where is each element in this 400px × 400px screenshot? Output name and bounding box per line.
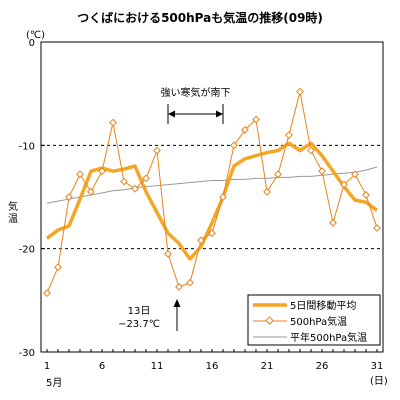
y-tick-label: -30: [19, 348, 35, 359]
data-point-500hpa: [307, 146, 315, 155]
data-point-500hpa: [43, 289, 51, 298]
data-point-500hpa: [274, 170, 282, 179]
x-tick-label: 31: [371, 361, 384, 372]
x-tick-labels: 1 6 11 16 21 26 31: [44, 349, 384, 372]
data-point-500hpa: [175, 282, 183, 291]
data-point-500hpa: [241, 125, 249, 134]
data-point-500hpa: [252, 115, 260, 124]
legend-label-500hpa: 500hPa気温: [290, 315, 347, 328]
data-point-500hpa: [318, 167, 326, 176]
data-point-500hpa: [87, 187, 95, 196]
x-unit-label: (日): [370, 376, 388, 387]
y-tick-label: -10: [19, 141, 35, 152]
y-axis-label-char: 温: [8, 213, 18, 225]
series-group: [43, 87, 381, 298]
x-tick-label: 6: [99, 361, 105, 372]
data-point-500hpa: [197, 236, 205, 245]
data-point-500hpa: [296, 87, 304, 96]
data-point-500hpa: [340, 180, 348, 189]
series-line-normal: [46, 166, 378, 204]
data-point-500hpa: [153, 146, 161, 155]
x-tick-label: 1: [44, 361, 50, 372]
x-tick-label: 16: [206, 361, 219, 372]
data-point-500hpa: [65, 193, 73, 201]
min-day-label: 13日: [128, 306, 151, 317]
data-point-500hpa: [120, 177, 128, 186]
legend: 5日間移動平均 500hPa気温 平年500hPa気温: [247, 294, 381, 346]
cold-air-right-arrowhead: [216, 110, 223, 118]
month-label: 5月: [46, 377, 62, 389]
x-tick-label: 11: [151, 361, 164, 372]
data-point-500hpa: [351, 170, 359, 179]
annotations: 強い寒気が南下 13日 −23.7℃: [118, 86, 231, 331]
grid-lines: [41, 144, 383, 250]
y-axis-label-char: 気: [8, 200, 18, 213]
y-tick-label: -20: [19, 245, 35, 256]
data-point-500hpa: [373, 224, 381, 232]
data-point-500hpa: [98, 167, 106, 176]
legend-label-moving-average: 5日間移動平均: [290, 299, 356, 312]
data-point-500hpa: [109, 118, 117, 127]
x-tick-label: 21: [261, 361, 274, 372]
data-point-500hpa: [76, 170, 84, 179]
data-point-500hpa: [54, 263, 62, 272]
data-point-500hpa: [208, 229, 216, 238]
data-point-500hpa: [230, 141, 238, 150]
legend-label-normal: 平年500hPa気温: [290, 331, 367, 344]
y-unit-label: (℃): [26, 30, 45, 41]
data-point-500hpa: [131, 184, 139, 193]
data-point-500hpa: [362, 191, 370, 199]
data-point-500hpa: [329, 218, 337, 227]
data-point-500hpa: [285, 131, 293, 139]
cold-air-label: 強い寒気が南下: [161, 86, 231, 99]
y-axis-label: 気温: [8, 200, 18, 225]
x-tick-label: 26: [316, 361, 329, 372]
min-value-label: −23.7℃: [118, 319, 160, 330]
data-point-500hpa: [263, 187, 271, 196]
chart-title: つくばにおける500hPaも気温の推移(09時): [77, 10, 323, 25]
data-point-500hpa: [186, 278, 194, 287]
cold-air-left-arrowhead: [168, 110, 175, 118]
data-point-500hpa: [164, 249, 172, 258]
min-arrowhead: [173, 299, 181, 307]
data-point-500hpa: [142, 174, 150, 183]
y-tick-label: 0: [29, 38, 35, 49]
legend-marker-500hpa: [265, 316, 274, 325]
y-tick-labels: 0 -10 -20 -30: [19, 38, 45, 359]
data-point-500hpa: [219, 193, 227, 201]
